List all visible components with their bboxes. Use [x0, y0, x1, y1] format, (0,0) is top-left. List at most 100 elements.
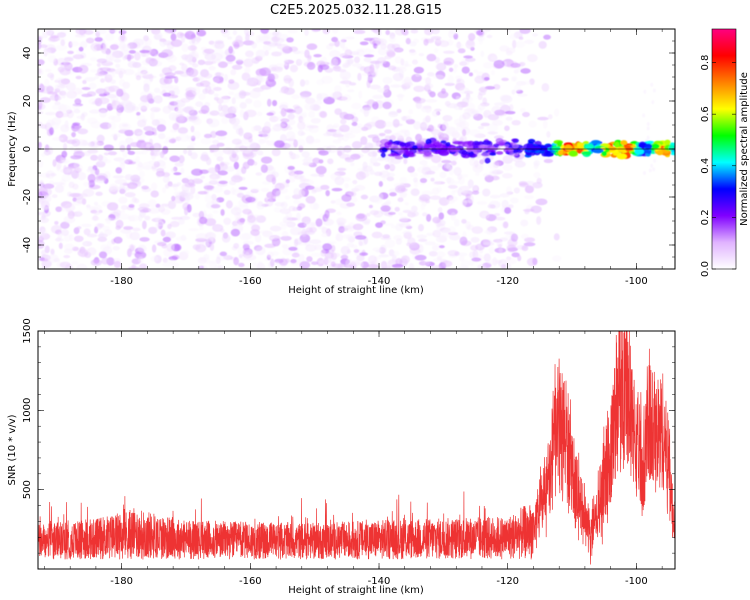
heatmap-blob: [440, 132, 447, 138]
heatmap-blob: [388, 35, 396, 43]
heatmap-blob: [386, 172, 395, 178]
heatmap-blob: [430, 36, 442, 40]
heatmap-blob: [255, 68, 267, 77]
heatmap-blob: [372, 94, 384, 100]
heatmap-blob: [616, 153, 628, 160]
heatmap-blob: [340, 245, 351, 255]
heatmap-blob: [310, 29, 320, 33]
heatmap-blob: [650, 163, 654, 168]
heatmap-blob: [270, 127, 282, 132]
heatmap-blob: [523, 195, 534, 200]
heatmap-blob: [547, 114, 553, 120]
heatmap-blob: [129, 142, 142, 148]
heatmap-blob: [400, 29, 409, 35]
heatmap-blob: [405, 115, 412, 121]
heatmap-blob: [293, 199, 301, 205]
heatmap-blob: [558, 150, 564, 156]
heatmap-blob: [258, 138, 265, 145]
heatmap-blob: [287, 29, 299, 34]
heatmap-blob: [41, 152, 46, 157]
heatmap-blob: [118, 122, 131, 131]
heatmap-blob: [380, 205, 391, 212]
heatmap-blob: [192, 212, 201, 218]
heatmap-blob: [209, 110, 220, 116]
heatmap-blob: [389, 192, 397, 197]
heatmap-blob: [307, 54, 312, 60]
heatmap-blob: [414, 97, 426, 104]
heatmap-blob: [252, 261, 257, 267]
heatmap-blob: [49, 127, 54, 136]
heatmap-blob: [51, 104, 61, 111]
heatmap-blob: [592, 148, 604, 154]
heatmap-blob: [173, 172, 182, 176]
heatmap-blob: [315, 165, 327, 175]
heatmap-blob: [50, 249, 55, 256]
heatmap-blob: [219, 251, 228, 257]
heatmap-blob: [502, 221, 509, 229]
heatmap-blob: [436, 186, 442, 193]
heatmap-blob: [211, 194, 217, 201]
heatmap-blob: [138, 256, 144, 264]
heatmap-blob: [455, 75, 463, 80]
heatmap-blob: [648, 168, 652, 173]
heatmap-blob: [159, 151, 165, 159]
heatmap-blob: [494, 216, 506, 221]
heatmap-blob: [275, 190, 281, 198]
y-tick-label: 0: [22, 146, 33, 152]
heatmap-blob: [144, 215, 151, 221]
heatmap-blob: [184, 206, 189, 216]
heatmap-blob: [42, 183, 55, 189]
heatmap-blob: [91, 45, 97, 53]
heatmap-blob: [410, 29, 419, 34]
heatmap-blob: [443, 163, 451, 169]
heatmap-blob: [230, 207, 242, 216]
heatmap-blob: [87, 173, 96, 183]
heatmap-blob: [536, 216, 542, 225]
heatmap-blob: [50, 34, 59, 39]
heatmap-blob: [260, 29, 269, 35]
heatmap-blob: [502, 154, 514, 164]
heatmap-blob: [375, 38, 388, 46]
heatmap-blob: [447, 250, 459, 257]
heatmap-blob: [227, 36, 232, 40]
heatmap-blob: [617, 147, 626, 153]
heatmap-blob: [92, 215, 99, 221]
heatmap-blob: [215, 58, 221, 64]
heatmap-blob: [490, 56, 499, 61]
heatmap-blob: [421, 266, 428, 269]
heatmap-blob: [108, 151, 118, 156]
heatmap-blob: [482, 173, 490, 177]
heatmap-blob: [339, 111, 349, 120]
heatmap-blob: [47, 254, 59, 263]
heatmap-blob: [381, 147, 388, 152]
heatmap-blob: [150, 255, 159, 262]
heatmap-blob: [76, 226, 82, 230]
heatmap-blob: [176, 182, 181, 186]
heatmap-blob: [295, 138, 306, 148]
heatmap-blob: [387, 153, 399, 157]
heatmap-blob: [230, 69, 237, 76]
heatmap-blob: [143, 29, 156, 32]
heatmap-blob: [229, 179, 237, 186]
heatmap-blob: [192, 63, 199, 68]
heatmap-blob: [474, 159, 479, 168]
heatmap-blob: [365, 121, 378, 127]
heatmap-blob: [363, 108, 370, 117]
heatmap-blob: [170, 85, 180, 90]
heatmap-blob: [38, 35, 44, 41]
heatmap-blob: [298, 253, 305, 263]
heatmap-blob: [382, 234, 391, 239]
heatmap-blob: [207, 167, 218, 174]
heatmap-blob: [305, 195, 316, 204]
heatmap-blob: [353, 249, 360, 253]
heatmap-blob: [118, 196, 128, 204]
heatmap-blob: [253, 100, 262, 108]
heatmap-blob: [327, 158, 334, 165]
heatmap-blob: [495, 151, 504, 155]
heatmap-blob: [198, 93, 206, 100]
heatmap-blob: [234, 223, 243, 227]
heatmap-blob: [503, 144, 510, 148]
heatmap-blob: [334, 40, 340, 48]
heatmap-blob: [272, 184, 280, 189]
x-tick-label: -140: [368, 276, 391, 287]
